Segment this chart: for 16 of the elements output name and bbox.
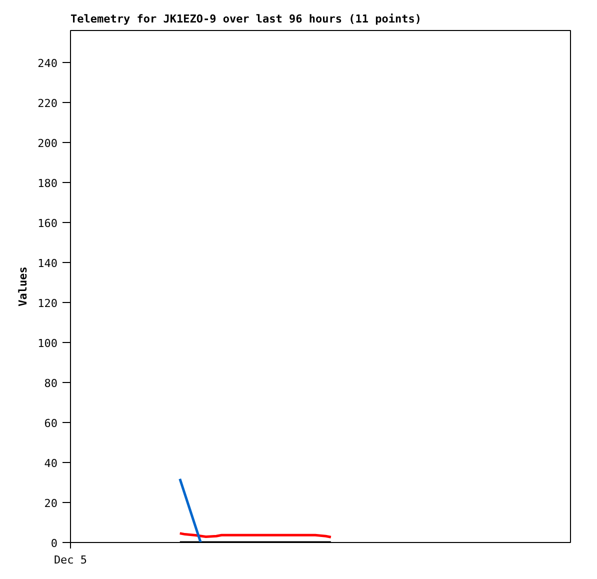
y-tick-label: 80 bbox=[44, 377, 58, 390]
chart-title: Telemetry for JK1EZO-9 over last 96 hours (11 points) bbox=[70, 12, 422, 26]
y-tick-label: 40 bbox=[44, 457, 58, 470]
y-tick-label: 180 bbox=[38, 177, 58, 190]
y-tick-label: 160 bbox=[38, 217, 58, 230]
y-tick-label: 0 bbox=[50, 537, 58, 550]
y-axis-title: Values bbox=[16, 266, 30, 306]
x-tick-label: Dec 5 bbox=[54, 554, 88, 566]
y-tick-label: 220 bbox=[38, 97, 58, 110]
y-tick-label: 60 bbox=[44, 417, 58, 430]
y-tick-label: 140 bbox=[38, 257, 58, 270]
y-tick-label: 200 bbox=[38, 137, 58, 150]
y-tick-label: 20 bbox=[44, 497, 58, 510]
y-tick-label: 240 bbox=[38, 57, 58, 70]
y-tick-label: 120 bbox=[38, 297, 58, 310]
y-tick-label: 100 bbox=[38, 337, 58, 350]
